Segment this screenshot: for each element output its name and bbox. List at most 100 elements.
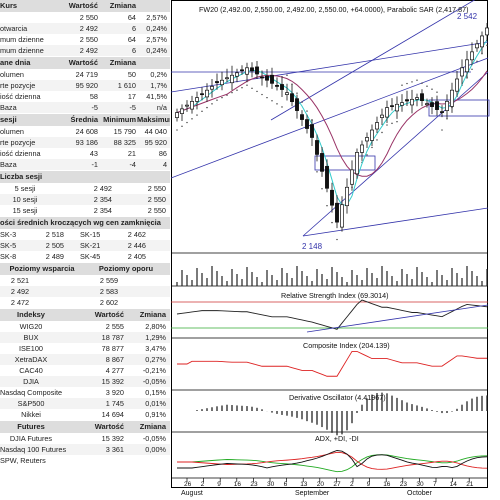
date-tick-label: 20 (317, 481, 325, 488)
date-tick-label: 23 (250, 481, 258, 488)
index-row-cell: 1 745 (105, 399, 124, 408)
kurs-row-cell: 2 550 (79, 35, 98, 44)
sar-dot (296, 92, 298, 94)
candle-body (310, 124, 314, 138)
liczba-row-cell: 2 550 (147, 184, 166, 193)
sesji-row-cell: rte pozycje (0, 138, 36, 147)
header-cell: Zmiana (139, 422, 166, 431)
dane-row-cell: rte pozycje (0, 81, 36, 90)
index-row-cell: 0,01% (145, 399, 166, 408)
month-label: August (181, 490, 203, 497)
index-row: CAC40 4 277 -0,21% (0, 365, 170, 376)
sar-dot (236, 89, 238, 91)
poziomy-row-cell: 2 583 (99, 287, 119, 296)
candle-body (425, 103, 429, 105)
header-cell: sesji (0, 115, 17, 124)
rsi-pane (171, 299, 489, 333)
index-row-cell: -0,05% (142, 377, 166, 386)
kurs-row-cell: 6 (131, 24, 136, 33)
header-cell: Minimum (103, 115, 136, 124)
derivative-pane (196, 392, 488, 436)
index-row-cell: 3,47% (145, 344, 166, 353)
index-row-cell: WIG20 (19, 322, 43, 331)
date-tick-label: 9 (367, 481, 371, 488)
candle-body (185, 104, 189, 107)
candle-body (195, 97, 199, 102)
kurs-row-cell: 2 492 (79, 46, 98, 55)
header-cell: ości średnich kroczących wg cen zamknięc… (0, 218, 161, 227)
kurs-row-cell: 0,24% (146, 24, 167, 33)
index-row-cell: CAC40 (19, 366, 43, 375)
srednie-row: SK-8 2 489 SK-45 2 405 (0, 251, 170, 262)
liczba-row: 5 sesji 2 492 2 550 (0, 183, 170, 194)
header-cell: Maksimum (137, 115, 170, 124)
candle-body (365, 137, 369, 142)
dane-row-cell: 1 610 (117, 81, 136, 90)
trend-line (302, 207, 489, 237)
trend-line (171, 57, 489, 179)
section-header-kurs: Kurs Wartość Zmiana (0, 0, 170, 12)
adx-title: ADX, +DI, -DI (315, 434, 359, 443)
header-cell: Kurs (0, 1, 18, 10)
candle-body (400, 102, 404, 106)
dane-row: rte pozycje 95 920 1 610 1,7% (0, 80, 170, 91)
composite-line (177, 350, 487, 377)
date-tick-label: 23 (400, 481, 408, 488)
price-candles (175, 22, 489, 232)
index-row: ISE100 78 877 3,47% (0, 343, 170, 354)
kurs-row: 2 550 64 2,57% (0, 12, 170, 23)
chart-title: FW20 (2,492.00, 2,550.00, 2,492.00, 2,55… (199, 5, 469, 14)
sar-dot (316, 171, 318, 173)
index-row-cell: BUX (23, 333, 39, 342)
liczba-row-cell: 2 550 (147, 195, 166, 204)
srednie-row-cell: SK-45 (80, 252, 101, 261)
sar-dot (421, 82, 423, 84)
technical-chart[interactable]: 26 2 9 16 23 30 6 13 20 27 2 9 16 23 30 7 14 21 August Sept… (171, 0, 500, 500)
index-row-cell: 2 555 (105, 322, 124, 331)
trend-lines (171, 0, 489, 237)
kurs-row-cell: 6 (131, 46, 136, 55)
candle-body (285, 92, 289, 95)
index-row-cell: 18 787 (101, 333, 124, 342)
sar-dot (176, 129, 178, 131)
poziomy-row: 2 492 2 583 (0, 286, 170, 297)
sar-dot (186, 121, 188, 124)
candle-body (220, 79, 224, 86)
liczba-row-cell: 2 492 (93, 184, 112, 193)
candle-body (175, 112, 179, 118)
dane-row-cell: iość dzienna (0, 92, 41, 101)
index-row-cell: Nikkei (21, 410, 41, 419)
sar-dot (486, 44, 488, 47)
candle-body (215, 81, 219, 84)
header-cell: Wartość (94, 422, 124, 431)
dane-row-cell: 1,7% (150, 81, 167, 90)
sesji-row-cell: 93 186 (75, 138, 98, 147)
futures-row: Nasdaq 100 Futures 3 361 0,00% (0, 444, 170, 455)
candle-body (180, 108, 184, 114)
section-header-srednie: ości średnich kroczących wg cen zamknięc… (0, 217, 170, 229)
sar-dot (271, 100, 273, 102)
kurs-row-cell: otwarcia (0, 24, 28, 33)
composite-pane (177, 350, 487, 377)
header-cell: Średnia (70, 115, 98, 124)
dane-row: Baza -5 -5 n/a (0, 102, 170, 113)
date-tick-label: 21 (466, 481, 474, 488)
sar-dot (276, 103, 278, 105)
sesji-row-cell: 24 608 (75, 127, 98, 136)
candle-body (375, 122, 379, 130)
candle-body (300, 114, 304, 120)
candle-body (380, 114, 384, 118)
poziomy-row-cell: 2 602 (99, 298, 119, 307)
sar-dot (406, 82, 408, 85)
index-row-cell: 78 877 (101, 344, 124, 353)
sesji-row-cell: -1 (91, 160, 99, 169)
candle-body (225, 77, 229, 80)
pattern-boxes (314, 99, 490, 171)
candle-body (270, 74, 274, 84)
date-tick-label: 13 (300, 481, 308, 488)
adx-line (177, 450, 488, 469)
sesji-row-cell: iość dzienna (0, 149, 41, 158)
sesji-row-cell: Baza (0, 160, 17, 169)
index-row-cell: 1,29% (145, 333, 166, 342)
dane-row-cell: 24 719 (75, 70, 98, 79)
